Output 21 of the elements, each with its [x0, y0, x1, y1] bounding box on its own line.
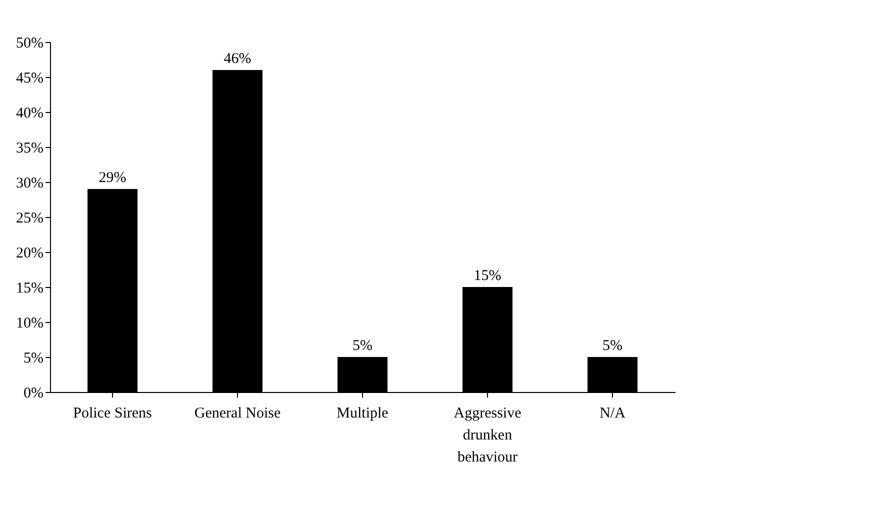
- y-tick-label: 0%: [24, 386, 44, 402]
- data-label: 46%: [224, 51, 252, 67]
- y-tick-label: 35%: [16, 140, 44, 156]
- y-tick-label: 10%: [16, 316, 44, 332]
- x-tick-label: Police Sirens: [73, 406, 152, 422]
- y-tick-label: 45%: [16, 70, 44, 86]
- x-tick-label: General Noise: [194, 406, 281, 422]
- y-tick-label: 40%: [16, 106, 44, 122]
- y-tick-label: 30%: [16, 176, 44, 192]
- data-label: 15%: [474, 268, 502, 284]
- y-tick-label: 15%: [16, 280, 44, 296]
- y-tick-label: 20%: [16, 246, 44, 262]
- y-tick-label: 50%: [16, 36, 44, 52]
- x-tick-label: N/A: [600, 406, 626, 422]
- y-tick-label: 25%: [16, 210, 44, 226]
- x-tick-label: Aggressive drunken behaviour: [454, 406, 522, 466]
- y-tick-label: 5%: [24, 350, 44, 366]
- x-tick-label: Multiple: [336, 406, 389, 422]
- data-label: 29%: [98, 170, 126, 186]
- data-label: 5%: [602, 338, 622, 354]
- data-label: 5%: [352, 338, 372, 354]
